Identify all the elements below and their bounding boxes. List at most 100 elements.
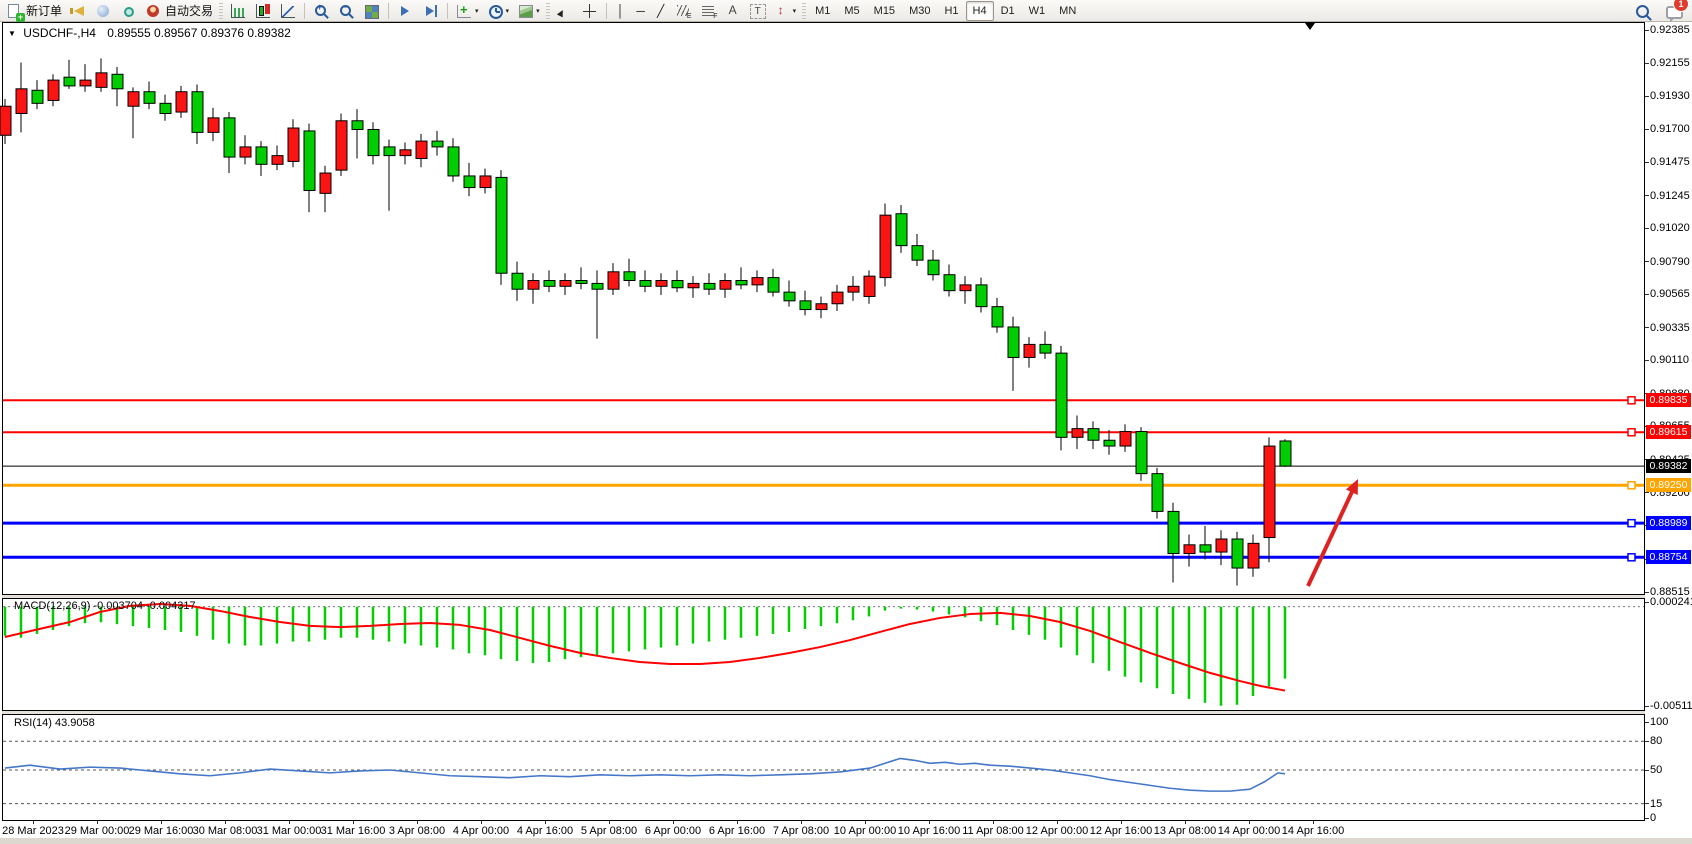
candle-down[interactable] bbox=[943, 274, 956, 292]
candle-down[interactable] bbox=[447, 146, 460, 177]
candle-up[interactable] bbox=[127, 91, 140, 107]
candle-down[interactable] bbox=[351, 120, 364, 130]
candle-down[interactable] bbox=[575, 280, 588, 284]
candle-down[interactable] bbox=[255, 146, 268, 165]
candle-down[interactable] bbox=[799, 300, 812, 311]
candle-down[interactable] bbox=[1055, 352, 1068, 438]
candle-down[interactable] bbox=[159, 102, 172, 115]
candle-down[interactable] bbox=[1151, 473, 1164, 512]
hline-anchor[interactable] bbox=[1627, 481, 1636, 490]
timeframe-d1[interactable]: D1 bbox=[1000, 4, 1015, 17]
new-order-button[interactable]: 新订单 bbox=[2, 0, 66, 22]
text-label-button[interactable] bbox=[746, 0, 770, 22]
candle-up[interactable] bbox=[1263, 445, 1276, 539]
hline-anchor[interactable] bbox=[1627, 553, 1636, 562]
candle-up[interactable] bbox=[95, 72, 108, 88]
candle-down[interactable] bbox=[463, 175, 476, 189]
candle-up[interactable] bbox=[687, 282, 700, 289]
candle-down[interactable] bbox=[927, 259, 940, 276]
timeframe-m1[interactable]: M1 bbox=[815, 4, 831, 17]
indicators-button[interactable] bbox=[452, 0, 483, 22]
candle-up[interactable] bbox=[847, 285, 860, 293]
candle-up[interactable] bbox=[1183, 544, 1196, 555]
candle-down[interactable] bbox=[591, 282, 604, 290]
autotrade-button[interactable]: 自动交易 bbox=[141, 0, 217, 22]
candle-down[interactable] bbox=[511, 272, 524, 290]
candle-down[interactable] bbox=[1103, 439, 1116, 447]
candle-down[interactable] bbox=[111, 73, 124, 90]
fibonacci-button[interactable] bbox=[696, 0, 721, 22]
candle-down[interactable] bbox=[1007, 326, 1020, 358]
candle-up[interactable] bbox=[559, 280, 572, 287]
candle-down[interactable] bbox=[1231, 538, 1244, 569]
candle-down[interactable] bbox=[1167, 510, 1180, 555]
candle-down[interactable] bbox=[383, 146, 396, 157]
trend-arrow[interactable] bbox=[1306, 487, 1356, 587]
candle-chart-button[interactable] bbox=[250, 0, 275, 22]
signals-button[interactable] bbox=[116, 0, 141, 22]
candle-down[interactable] bbox=[431, 140, 444, 148]
panel-resize-handle[interactable] bbox=[2, 595, 1645, 598]
candle-up[interactable] bbox=[399, 149, 412, 157]
timeframe-m15[interactable]: M15 bbox=[873, 4, 896, 17]
periods-button[interactable] bbox=[483, 0, 514, 22]
channel-button[interactable] bbox=[671, 0, 696, 22]
candle-up[interactable] bbox=[271, 155, 284, 165]
candle-up[interactable] bbox=[1215, 538, 1228, 553]
candle-up[interactable] bbox=[175, 91, 188, 113]
candle-down[interactable] bbox=[1039, 343, 1052, 354]
candle-up[interactable] bbox=[415, 140, 428, 160]
candle-down[interactable] bbox=[1087, 428, 1100, 441]
chat-button[interactable]: 1 bbox=[1661, 0, 1689, 22]
candle-down[interactable] bbox=[671, 280, 684, 289]
candle-down[interactable] bbox=[367, 128, 380, 157]
arrows-button[interactable] bbox=[770, 0, 801, 22]
candle-down[interactable] bbox=[1199, 544, 1212, 553]
candle-up[interactable] bbox=[1119, 431, 1132, 447]
timeframe-m5[interactable]: M5 bbox=[844, 4, 860, 17]
candle-up[interactable] bbox=[1247, 542, 1260, 569]
zoom-in-button[interactable] bbox=[309, 0, 334, 22]
candle-down[interactable] bbox=[543, 280, 556, 287]
price-axis[interactable] bbox=[1645, 22, 1692, 821]
search-button[interactable] bbox=[1630, 0, 1655, 22]
candle-down[interactable] bbox=[703, 282, 716, 290]
candle-down[interactable] bbox=[495, 176, 508, 274]
candle-down[interactable] bbox=[303, 130, 316, 191]
candle-down[interactable] bbox=[623, 271, 636, 282]
candle-down[interactable] bbox=[895, 213, 908, 247]
candle-up[interactable] bbox=[815, 303, 828, 311]
candle-up[interactable] bbox=[287, 127, 300, 162]
sound-button[interactable] bbox=[66, 0, 91, 22]
candle-up[interactable] bbox=[47, 79, 60, 101]
candle-down[interactable] bbox=[639, 280, 652, 287]
candle-up[interactable] bbox=[719, 280, 732, 290]
candle-up[interactable] bbox=[1071, 428, 1084, 438]
timeframe-h4[interactable]: H4 bbox=[965, 0, 994, 21]
candle-up[interactable] bbox=[863, 275, 876, 297]
bar-chart-button[interactable] bbox=[225, 0, 250, 22]
timeframe-h1[interactable]: H1 bbox=[944, 4, 959, 17]
candle-down[interactable] bbox=[767, 277, 780, 293]
timeframe-mn[interactable]: MN bbox=[1059, 4, 1077, 17]
candle-down[interactable] bbox=[1135, 431, 1148, 475]
publisher-button[interactable] bbox=[91, 0, 116, 22]
panel-resize-handle[interactable] bbox=[2, 711, 1645, 714]
candle-down[interactable] bbox=[911, 245, 924, 261]
candle-down[interactable] bbox=[975, 284, 988, 308]
hline-anchor[interactable] bbox=[1627, 518, 1636, 528]
candle-down[interactable] bbox=[1279, 440, 1292, 467]
candle-up[interactable] bbox=[79, 79, 92, 87]
candle-up[interactable] bbox=[879, 214, 892, 279]
candle-down[interactable] bbox=[735, 280, 748, 286]
candle-up[interactable] bbox=[655, 280, 668, 287]
chart-shift-button[interactable] bbox=[418, 0, 443, 22]
hline-anchor[interactable] bbox=[1627, 396, 1636, 405]
candle-down[interactable] bbox=[63, 76, 76, 87]
candle-up[interactable] bbox=[607, 271, 620, 290]
zoom-out-button[interactable] bbox=[334, 0, 359, 22]
auto-scroll-button[interactable] bbox=[393, 0, 418, 22]
candle-down[interactable] bbox=[991, 306, 1004, 328]
templates-button[interactable] bbox=[513, 0, 544, 22]
candle-down[interactable] bbox=[783, 291, 796, 302]
